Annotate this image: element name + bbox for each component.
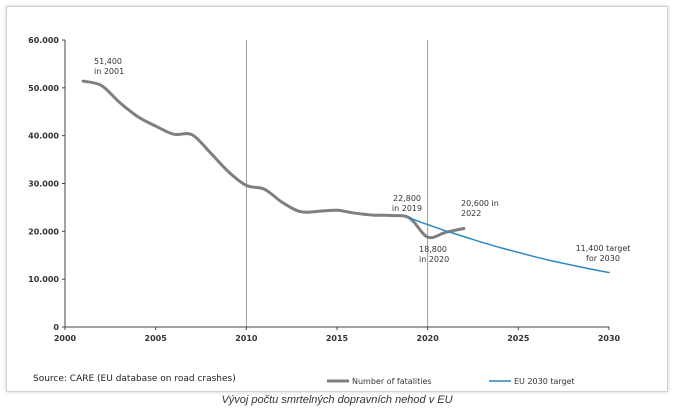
x-tick-label: 2030 — [598, 334, 621, 343]
annotation-label: 51,400 in 2001 — [94, 57, 124, 76]
y-tick-label: 40.000 — [28, 132, 59, 141]
y-tick-label: 30.000 — [28, 180, 59, 189]
annotation-label: 11,400 target for 2030 — [576, 244, 631, 263]
series-line-eu-2030-target — [408, 217, 610, 274]
annotations: 51,400 in 2001 22,800 in 2019 20,600 in 2022 1… — [94, 57, 630, 264]
source-note: Source: CARE (EU database on road crashe… — [33, 374, 236, 384]
x-tick-label: 2000 — [54, 334, 77, 343]
series-line-number-of-fatalities — [81, 79, 466, 240]
annotation-label: 22,800 in 2019 — [392, 194, 422, 213]
y-tick-label: 10.000 — [28, 275, 59, 284]
y-tick-label: 20.000 — [28, 227, 59, 236]
annotation-label: 18,800 in 2020 — [419, 245, 449, 264]
x-tick-label: 2010 — [235, 334, 258, 343]
legend-label-target: EU 2030 target — [514, 377, 575, 386]
x-tick-label: 2015 — [326, 334, 349, 343]
axes — [64, 40, 609, 328]
y-tick-label: 60.000 — [28, 36, 59, 45]
legend-label-fatalities: Number of fatalities — [352, 377, 432, 386]
annotation-label: 20,600 in 2022 — [461, 199, 499, 218]
y-tick-label: 0 — [53, 323, 59, 332]
legend: Number of fatalities EU 2030 target — [327, 377, 575, 386]
x-tick-label: 2025 — [507, 334, 530, 343]
chart-frame: 2000 2005 2010 2015 2020 2025 2030 0 10.000 20.0… — [6, 6, 668, 392]
figure-caption: Vývoj počtu smrtelných dopravních nehod … — [221, 394, 453, 406]
line-chart: 2000 2005 2010 2015 2020 2025 2030 0 10.000 20.0… — [28, 36, 630, 386]
gridlines — [245, 40, 429, 327]
y-axis-ticks: 0 10.000 20.000 30.000 40.000 50.000 60.000 — [28, 36, 65, 332]
x-tick-label: 2005 — [145, 334, 168, 343]
x-axis-ticks: 2000 2005 2010 2015 2020 2025 2030 — [54, 327, 621, 343]
x-tick-label: 2020 — [417, 334, 440, 343]
series — [81, 79, 610, 274]
y-tick-label: 50.000 — [28, 84, 59, 93]
